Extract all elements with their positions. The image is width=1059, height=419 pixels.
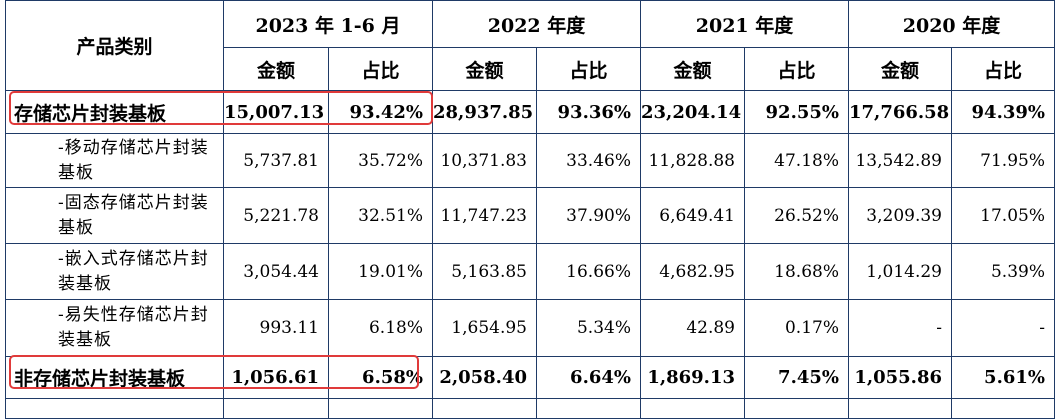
cell-value: 7.45% [744,356,849,399]
table-row-ssd-storage: -固态存储芯片封装基板 5,221.78 32.51% 11,747.23 37… [5,187,1055,244]
row-label: -嵌入式存储芯片封装基板 [5,243,224,300]
row-label: -易失性存储芯片封装基板 [5,299,224,357]
empty-cell [848,398,952,419]
cell-value: 1,654.95 [432,299,537,357]
cell-value: 33.46% [536,133,641,188]
header-ratio: 占比 [536,47,641,91]
cell-value: 23,204.14 [640,90,745,134]
cell-value: 47.18% [744,133,849,188]
cell-value: - [848,299,952,357]
empty-cell [328,398,433,419]
row-label: 存储芯片封装基板 [5,90,224,134]
header-period-2022: 2022 年度 [432,0,641,48]
cell-value: 93.42% [328,90,433,134]
header-category: 产品类别 [5,0,224,91]
cell-value: 16.66% [536,243,641,300]
cell-value: 10,371.83 [432,133,537,188]
header-amount: 金额 [223,47,329,91]
cell-value: 1,014.29 [848,243,952,300]
table-row-non-storage-substrate: 非存储芯片封装基板 1,056.61 6.58% 2,058.40 6.64% … [5,356,1055,399]
cell-value: 3,209.39 [848,187,952,244]
highlight-box-non-storage-row [9,355,419,389]
cell-value: 6.18% [328,299,433,357]
row-label: -移动存储芯片封装基板 [5,133,224,188]
header-ratio: 占比 [328,47,433,91]
cell-value: 6.58% [328,356,433,399]
cell-value: 35.72% [328,133,433,188]
cell-value: 4,682.95 [640,243,745,300]
empty-cell [744,398,849,419]
cell-value: 993.11 [223,299,329,357]
empty-cell [640,398,745,419]
header-amount: 金额 [848,47,952,91]
header-period-2021: 2021 年度 [640,0,849,48]
header-ratio: 占比 [951,47,1055,91]
cell-value: - [951,299,1055,357]
cell-value: 6.64% [536,356,641,399]
cell-value: 1,055.86 [848,356,952,399]
cell-value: 11,747.23 [432,187,537,244]
empty-cell [5,398,224,419]
header-period-2023h1: 2023 年 1-6 月 [223,0,433,48]
cell-value: 3,054.44 [223,243,329,300]
cell-value: 2,058.40 [432,356,537,399]
empty-cell [951,398,1055,419]
cell-value: 18.68% [744,243,849,300]
cell-value: 5,221.78 [223,187,329,244]
cell-value: 92.55% [744,90,849,134]
cell-value: 5.61% [951,356,1055,399]
cell-value: 13,542.89 [848,133,952,188]
cell-value: 19.01% [328,243,433,300]
highlight-box-storage-row [9,91,433,125]
header-amount: 金额 [432,47,537,91]
cell-value: 17.05% [951,187,1055,244]
cell-value: 94.39% [951,90,1055,134]
header-amount: 金额 [640,47,745,91]
cell-value: 1,869.13 [640,356,745,399]
empty-cell [536,398,641,419]
cell-value: 42.89 [640,299,745,357]
cell-value: 11,828.88 [640,133,745,188]
cell-value: 71.95% [951,133,1055,188]
cell-value: 32.51% [328,187,433,244]
cell-value: 5.39% [951,243,1055,300]
table-row-cutoff [5,398,1055,419]
cell-value: 6,649.41 [640,187,745,244]
cell-value: 1,056.61 [223,356,329,399]
cell-value: 5,737.81 [223,133,329,188]
table-row-mobile-storage: -移动存储芯片封装基板 5,737.81 35.72% 10,371.83 33… [5,133,1055,188]
header-row-periods: 产品类别 2023 年 1-6 月 2022 年度 2021 年度 2020 年… [5,0,1055,91]
header-ratio: 占比 [744,47,849,91]
cell-value: 5,163.85 [432,243,537,300]
cell-value: 37.90% [536,187,641,244]
empty-cell [432,398,537,419]
cell-value: 26.52% [744,187,849,244]
cell-value: 5.34% [536,299,641,357]
table-row-storage-substrate: 存储芯片封装基板 15,007.13 93.42% 28,937.85 93.3… [5,90,1055,134]
table-row-embedded-storage: -嵌入式存储芯片封装基板 3,054.44 19.01% 5,163.85 16… [5,243,1055,300]
table-row-volatile-storage: -易失性存储芯片封装基板 993.11 6.18% 1,654.95 5.34%… [5,299,1055,357]
cell-value: 28,937.85 [432,90,537,134]
cell-value: 0.17% [744,299,849,357]
header-row-metrics: 金额 占比 金额 占比 金额 占比 金额 占比 [6,47,1055,91]
cell-value: 93.36% [536,90,641,134]
header-period-2020: 2020 年度 [848,0,1055,48]
cell-value: 17,766.58 [848,90,952,134]
row-label: -固态存储芯片封装基板 [5,187,224,244]
empty-cell [223,398,329,419]
